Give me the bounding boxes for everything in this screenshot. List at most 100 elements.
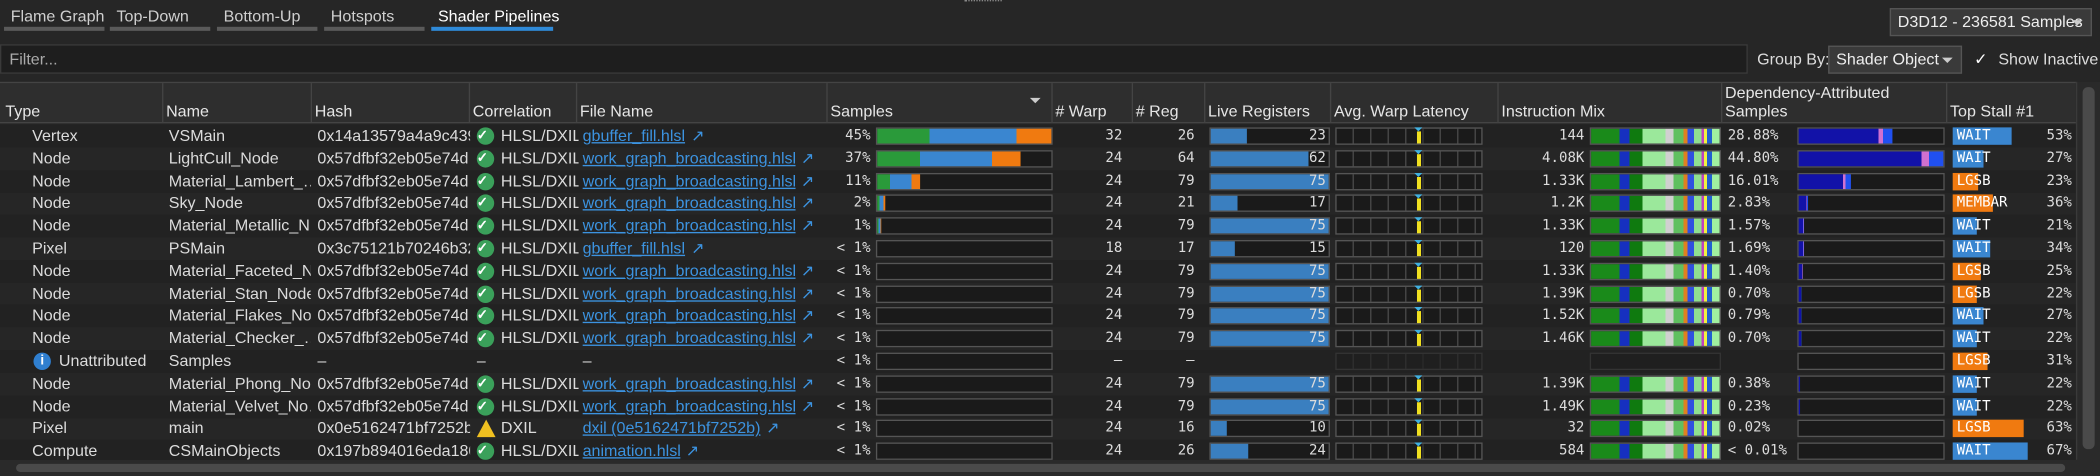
file-name[interactable]: work_graph_broadcasting.hlsl <box>582 148 797 168</box>
column-header[interactable]: Samples <box>830 101 893 121</box>
stall-name: WAIT <box>1956 217 1991 234</box>
correlation: HLSL/DXIL <box>500 441 579 461</box>
dependency-bar-frame <box>1797 127 1945 145</box>
correlation: – <box>476 351 486 371</box>
table-row[interactable]: Node Material_Metallic_N… 0x57dfbf32eb05e7… <box>0 214 2076 238</box>
open-link-icon: ↗ <box>691 238 705 258</box>
vertical-scrollbar[interactable] <box>2075 81 2100 460</box>
hash: 0x0e5162471bf7252b <box>317 418 471 438</box>
hash: 0x57dfbf32eb05e74d <box>317 148 469 168</box>
samples-label: < 1% <box>836 330 871 347</box>
warp-count: 18 <box>1105 240 1123 257</box>
warp-count: 24 <box>1105 330 1123 347</box>
warp-count: – <box>1113 352 1123 369</box>
column-separator <box>1721 83 1723 123</box>
live-registers-value: 23 <box>1308 127 1326 144</box>
dependency-bar-frame <box>1797 285 1945 303</box>
table-row[interactable]: Node Material_Phong_No… 0x57dfbf32eb05e74d… <box>0 372 2076 395</box>
dependency-bar <box>1798 218 1804 234</box>
live-registers-value: 75 <box>1308 330 1326 347</box>
table-row[interactable]: Node Material_Stan_Node 0x57dfbf32eb05e74d… <box>0 282 2076 305</box>
file-name[interactable]: gbuffer_fill.hlsl <box>582 238 686 258</box>
register-count: 79 <box>1177 330 1195 347</box>
table-row[interactable]: Node Material_Flakes_No… 0x57dfbf32eb05e74… <box>0 304 2076 328</box>
column-header[interactable]: # Reg <box>1135 101 1179 121</box>
tab[interactable]: Hotspots <box>324 4 425 31</box>
samples-label: 1% <box>853 217 871 234</box>
correlation: HLSL/DXIL <box>500 396 579 416</box>
samples-bar-frame <box>875 397 1053 416</box>
tab[interactable]: Flame Graph <box>4 4 105 31</box>
stall-bar <box>1952 262 1981 280</box>
table-row[interactable]: Node Material_Velvet_No… 0x57dfbf32eb05e74… <box>0 394 2076 418</box>
live-registers-frame <box>1209 420 1330 438</box>
column-header[interactable]: Instruction Mix <box>1501 101 1605 121</box>
column-separator <box>1051 83 1053 123</box>
file-name[interactable]: work_graph_broadcasting.hlsl <box>582 261 797 280</box>
column-header[interactable]: Correlation <box>472 101 552 121</box>
tab[interactable]: Bottom-Up <box>216 4 318 31</box>
file-name[interactable]: work_graph_broadcasting.hlsl <box>582 171 797 190</box>
file-name[interactable]: work_graph_broadcasting.hlsl <box>582 306 797 325</box>
table-row[interactable]: Pixel main 0x0e5162471bf7252b DXIL dxil (0e5… <box>0 418 2076 441</box>
stall-percent: 31% <box>2046 352 2072 369</box>
show-inactive-checkbox[interactable]: Show Inactive <box>1974 50 2098 69</box>
column-header[interactable]: Top Stall #1 <box>1950 101 2035 121</box>
column-header[interactable]: Avg. Warp Latency <box>1333 101 1469 121</box>
samples-label: 11% <box>845 172 871 189</box>
table-row[interactable]: Vertex VSMain 0x14a13579a4a9c439 HLSL/DXILg… <box>0 124 2076 148</box>
horizontal-scrollbar[interactable] <box>0 459 2100 476</box>
live-registers-frame <box>1209 127 1330 145</box>
dependency-label: 1.57% <box>1727 217 1771 234</box>
latency-marker-head <box>1414 375 1423 383</box>
name: Material_Checker_… <box>168 328 311 348</box>
tab[interactable]: Shader Pipelines <box>431 4 559 31</box>
column-header[interactable]: Name <box>166 101 209 121</box>
filter-input[interactable]: Filter... <box>0 44 1748 74</box>
table-row[interactable]: Pixel PSMain 0x3c75121b70246b32 HLSL/DXILgb… <box>0 237 2076 260</box>
type: Pixel <box>32 418 67 438</box>
file-name[interactable]: work_graph_broadcasting.hlsl <box>582 328 797 348</box>
column-header[interactable]: Dependency-Attributed Samples <box>1725 83 1890 121</box>
file-name[interactable]: work_graph_broadcasting.hlsl <box>582 396 797 416</box>
instruction-mix-bar <box>1589 375 1722 393</box>
table-row[interactable]: Compute CSMainObjects 0x197b894016eda180 HL… <box>0 440 2076 463</box>
latency-marker-head <box>1414 217 1423 225</box>
instruction-mix-bar <box>1589 194 1722 213</box>
file-name[interactable]: gbuffer_fill.hlsl <box>582 126 686 145</box>
table-row[interactable]: Unattributed Samples – – – < 1% – – LGSB 31% <box>0 349 2076 373</box>
table-row[interactable]: Node Sky_Node 0x57dfbf32eb05e74d HLSL/DXILw… <box>0 192 2076 215</box>
column-header[interactable]: Hash <box>314 101 353 121</box>
file-name[interactable]: work_graph_broadcasting.hlsl <box>582 283 797 303</box>
samples-bar <box>877 173 920 189</box>
register-count: 26 <box>1177 442 1195 459</box>
table-row[interactable]: Node Material_Lambert_… 0x57dfbf32eb05e74d… <box>0 169 2076 193</box>
file-name[interactable]: animation.hlsl <box>582 441 681 461</box>
file-name[interactable]: work_graph_broadcasting.hlsl <box>582 373 797 393</box>
table-row[interactable]: Node Material_Faceted_N… 0x57dfbf32eb05e74… <box>0 259 2076 283</box>
type: Node <box>32 328 71 348</box>
latency-marker <box>1416 198 1421 212</box>
samples-selector[interactable]: D3D12 - 236581 Samples <box>1889 8 2092 37</box>
check-icon <box>476 217 495 235</box>
file-name[interactable]: work_graph_broadcasting.hlsl <box>582 216 797 235</box>
check-icon <box>476 194 495 213</box>
column-separator <box>1131 83 1134 123</box>
tab[interactable]: Top-Down <box>109 4 211 31</box>
name: Material_Velvet_No… <box>168 396 311 416</box>
table-row[interactable]: Node LightCull_Node 0x57dfbf32eb05e74d HLSL… <box>0 147 2076 170</box>
file-name[interactable]: work_graph_broadcasting.hlsl <box>582 193 797 213</box>
column-header[interactable]: # Warp <box>1055 101 1107 121</box>
hash: 0x57dfbf32eb05e74d <box>317 373 469 393</box>
column-header[interactable]: File Name <box>579 101 654 121</box>
group-by-dropdown[interactable]: Shader Object <box>1828 45 1963 74</box>
check-icon <box>476 307 495 325</box>
file-name[interactable]: dxil (0e5162471bf7252b) <box>582 418 761 438</box>
instruction-count: 120 <box>1558 240 1585 257</box>
register-count: 79 <box>1177 307 1195 324</box>
table-row[interactable]: Node Material_Checker_… 0x57dfbf32eb05e74d… <box>0 327 2076 350</box>
column-header[interactable]: Live Registers <box>1208 101 1310 121</box>
warp-latency-histogram <box>1335 240 1483 258</box>
column-header[interactable]: Type <box>5 101 41 121</box>
warp-latency-histogram <box>1335 149 1483 168</box>
